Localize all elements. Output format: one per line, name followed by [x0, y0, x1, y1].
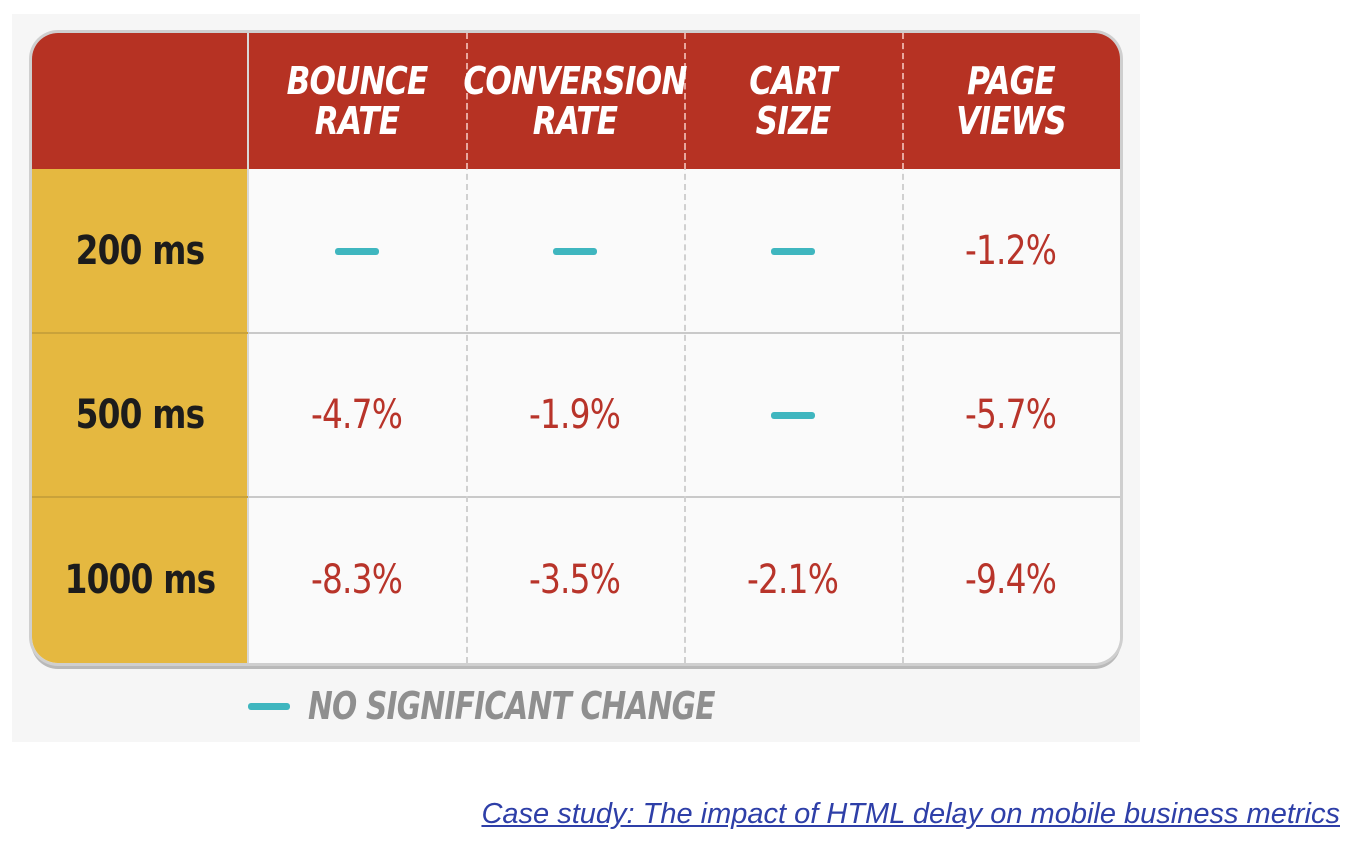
no-change-legend-mark: [248, 702, 290, 710]
value-label: -4.7%: [311, 392, 403, 438]
value-label: -8.3%: [311, 557, 403, 603]
value-cell: -4.7%: [248, 333, 466, 497]
column-divider-header: [466, 33, 468, 169]
row-label: 200 ms: [75, 228, 205, 274]
column-header: CART SIZE: [749, 59, 837, 143]
value-cell: -2.1%: [684, 497, 902, 663]
no-change-dash: [335, 247, 379, 255]
value-cell: -1.9%: [466, 333, 684, 497]
row-label-separator: [32, 496, 248, 498]
legend-text: NO SIGNIFICANT CHANGE: [308, 684, 715, 728]
value-cell: -9.4%: [902, 497, 1120, 663]
column-header: BOUNCE RATE: [286, 59, 429, 143]
row-label-column: [32, 169, 248, 663]
column-divider-header: [902, 33, 904, 169]
no-change-mark: [684, 169, 902, 333]
column-divider: [902, 33, 904, 663]
case-study-link[interactable]: Case study: The impact of HTML delay on …: [481, 798, 1340, 830]
legend: NO SIGNIFICANT CHANGE: [248, 684, 829, 728]
no-change-mark: [684, 333, 902, 497]
value-label: -1.9%: [529, 392, 621, 438]
column-header: PAGE VIEWS: [956, 59, 1067, 143]
no-change-dash: [771, 247, 815, 255]
value-label: -2.1%: [747, 557, 839, 603]
value-cell: -3.5%: [466, 497, 684, 663]
row-separator: [32, 496, 1120, 498]
metrics-table: BOUNCE RATE CONVERSION RATE CART SIZE PAGE …: [32, 33, 1120, 663]
value-label: -9.4%: [965, 557, 1057, 603]
label-column-divider: [247, 33, 249, 663]
value-cell: -5.7%: [902, 333, 1120, 497]
row-label: 500 ms: [75, 392, 205, 438]
column-header: CONVERSION RATE: [463, 59, 687, 143]
column-divider-header: [684, 33, 686, 169]
value-cell: -8.3%: [248, 497, 466, 663]
no-change-dash: [553, 247, 597, 255]
no-change-mark: [248, 169, 466, 333]
value-label: -5.7%: [965, 392, 1057, 438]
no-change-dash: [771, 411, 815, 419]
row-label: 1000 ms: [64, 557, 216, 603]
column-divider: [684, 33, 686, 663]
value-cell: -1.2%: [902, 169, 1120, 333]
header-band: [32, 33, 1120, 169]
no-change-mark: [466, 169, 684, 333]
column-divider: [466, 33, 468, 663]
value-label: -3.5%: [529, 557, 621, 603]
value-label: -1.2%: [965, 228, 1057, 274]
row-separator: [32, 332, 1120, 334]
row-label-separator: [32, 332, 248, 334]
